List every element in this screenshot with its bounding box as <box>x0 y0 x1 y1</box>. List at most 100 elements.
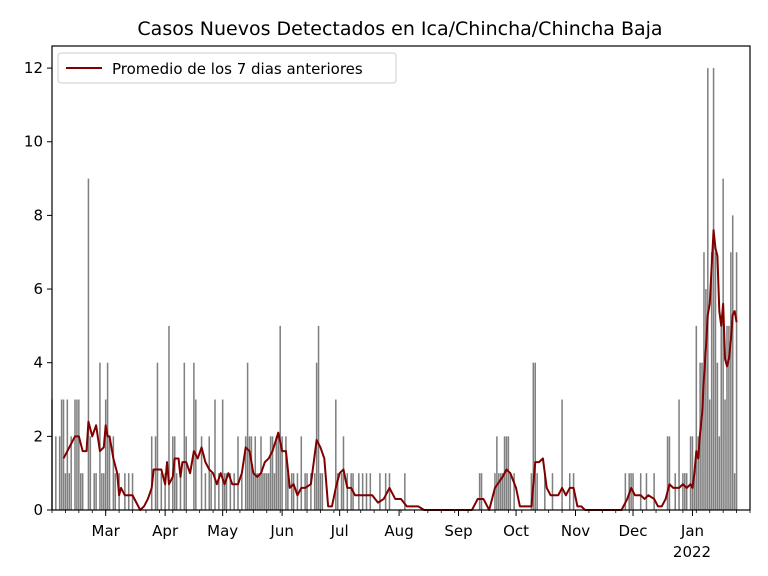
daily-cases-bar <box>233 473 235 510</box>
daily-cases-bar <box>193 362 195 510</box>
daily-cases-bar <box>568 473 571 510</box>
x-axis: Mar Apr May Jun Jul Aug Sep Oct Nov Dec Jan <box>51 510 751 540</box>
daily-cases-bar <box>693 473 696 510</box>
daily-cases-bar <box>76 399 78 510</box>
daily-cases-bar <box>256 473 258 510</box>
daily-cases-bar <box>505 436 508 510</box>
daily-cases-bar <box>496 436 498 510</box>
daily-cases-bar <box>304 473 306 510</box>
daily-cases-bar <box>561 399 563 510</box>
daily-cases-bar <box>695 325 698 510</box>
daily-cases-bar <box>258 473 260 510</box>
daily-cases-bar <box>689 436 692 510</box>
daily-cases-bar <box>532 362 535 510</box>
daily-cases-bar <box>315 362 318 510</box>
daily-cases-bar <box>281 436 283 510</box>
daily-cases-bar <box>225 473 228 510</box>
x-tick-label: Aug <box>384 522 413 540</box>
y-tick-label: 6 <box>33 280 43 298</box>
x-tick-label: Jan <box>680 522 704 540</box>
daily-cases-bar <box>70 436 72 510</box>
daily-cases-bar <box>685 473 688 510</box>
daily-cases-bar <box>164 473 166 510</box>
daily-cases-bar <box>513 473 515 510</box>
daily-cases-bar <box>691 436 694 510</box>
daily-cases-bar <box>124 473 126 510</box>
daily-cases-bar <box>275 436 278 510</box>
daily-cases-bar <box>68 473 71 510</box>
daily-cases-bar <box>80 473 82 510</box>
daily-cases-bar <box>237 436 239 510</box>
daily-cases-bar <box>319 473 322 510</box>
daily-cases-bar <box>74 399 76 510</box>
y-tick-label: 4 <box>33 354 43 372</box>
daily-cases-bar <box>292 473 295 510</box>
daily-cases-bar <box>266 473 268 510</box>
daily-cases-bar <box>248 436 251 510</box>
daily-cases-bar <box>81 473 84 510</box>
daily-cases-bar <box>285 436 287 510</box>
daily-cases-bar <box>250 436 253 510</box>
moving-average-line <box>62 229 738 511</box>
daily-cases-bar <box>639 473 642 510</box>
daily-cases-bar <box>64 473 67 510</box>
daily-cases-bar <box>321 473 324 510</box>
daily-cases-bar <box>103 473 105 510</box>
daily-cases-bar <box>214 399 216 510</box>
y-tick-label: 10 <box>24 133 43 151</box>
daily-cases-bar <box>150 436 153 510</box>
daily-cases-bar <box>509 473 512 510</box>
daily-cases-bar <box>697 436 699 510</box>
daily-cases-bar <box>534 362 536 510</box>
daily-cases-bar <box>498 473 500 510</box>
daily-cases-bar <box>384 473 387 510</box>
daily-cases-bar <box>668 436 671 510</box>
daily-cases-bar <box>340 473 343 510</box>
daily-cases-bar <box>701 362 703 510</box>
daily-cases-bar <box>336 473 339 510</box>
daily-cases-bar <box>296 473 299 510</box>
daily-cases-bar <box>185 436 187 510</box>
daily-cases-bar <box>252 473 255 510</box>
daily-cases-bar <box>705 289 707 510</box>
daily-cases-bar <box>361 473 364 510</box>
daily-cases-bar <box>507 436 510 510</box>
daily-cases-bar <box>708 399 711 510</box>
x-tick-label: Mar <box>92 522 121 540</box>
daily-cases-bar <box>104 399 107 510</box>
daily-cases-bar <box>221 399 224 510</box>
daily-cases-bar <box>369 473 372 510</box>
daily-cases-bar <box>346 473 349 510</box>
daily-cases-bar <box>244 436 247 510</box>
daily-cases-bar <box>630 473 632 510</box>
daily-cases-bar <box>262 473 264 510</box>
daily-cases-bar <box>645 473 648 510</box>
line-layer <box>62 229 738 511</box>
daily-cases-bar <box>246 362 249 510</box>
daily-cases-bar <box>313 473 316 510</box>
x-tick-label: Oct <box>503 522 529 540</box>
daily-cases-bar <box>714 252 717 510</box>
daily-cases-bar <box>722 178 724 510</box>
daily-cases-bar <box>499 473 502 510</box>
daily-cases-bar <box>350 473 352 510</box>
daily-cases-bar <box>99 362 101 510</box>
daily-cases-bar <box>726 325 728 510</box>
daily-cases-bar <box>58 436 61 510</box>
daily-cases-bar <box>95 473 97 510</box>
y-tick-label: 8 <box>33 206 43 224</box>
daily-cases-bar <box>101 473 103 510</box>
daily-cases-bar <box>273 473 276 510</box>
x-tick-label: May <box>207 522 238 540</box>
daily-cases-bar <box>310 473 312 510</box>
daily-cases-bar <box>168 325 170 510</box>
daily-cases-bar <box>536 473 538 510</box>
daily-cases-bar <box>379 473 381 510</box>
daily-cases-bar <box>678 399 680 510</box>
daily-cases-bar <box>365 473 368 510</box>
daily-cases-bar <box>684 473 686 510</box>
daily-cases-bar <box>306 473 308 510</box>
y-tick-label: 0 <box>33 501 43 519</box>
x-tick-label: Nov <box>561 522 590 540</box>
